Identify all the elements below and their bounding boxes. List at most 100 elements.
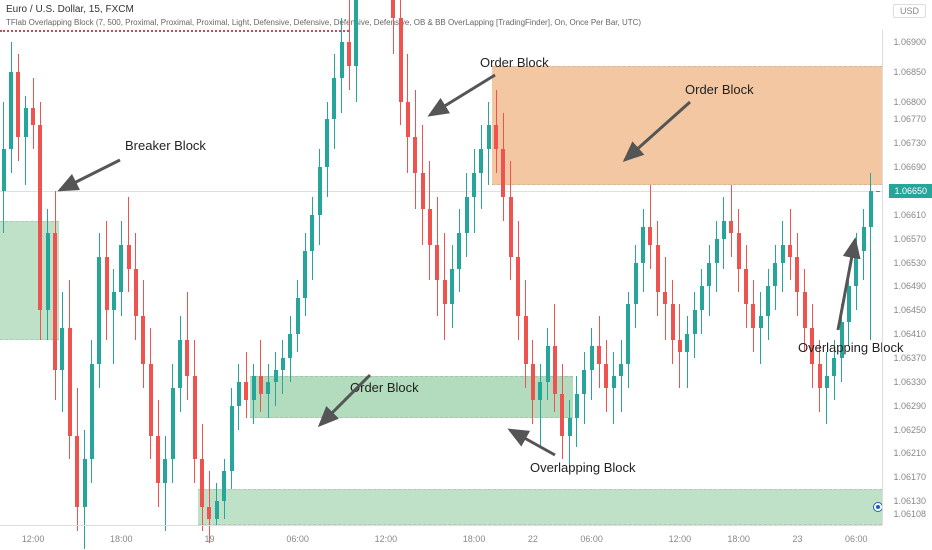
candle-body bbox=[443, 280, 447, 304]
candle-body bbox=[487, 125, 491, 149]
candle-body bbox=[663, 292, 667, 304]
x-tick: 23 bbox=[792, 534, 802, 544]
candle-body bbox=[171, 388, 175, 460]
candle-body bbox=[766, 286, 770, 316]
y-tick: 1.06530 bbox=[893, 258, 926, 268]
candle-body bbox=[612, 376, 616, 388]
y-tick: 1.06690 bbox=[893, 162, 926, 172]
y-tick: 1.06410 bbox=[893, 329, 926, 339]
y-tick: 1.06370 bbox=[893, 353, 926, 363]
candle-body bbox=[244, 382, 248, 400]
candle-body bbox=[759, 316, 763, 328]
candle-body bbox=[818, 364, 822, 388]
candle-wick bbox=[113, 269, 114, 364]
y-tick: 1.06850 bbox=[893, 67, 926, 77]
x-tick: 18:00 bbox=[463, 534, 486, 544]
y-tick: 1.06210 bbox=[893, 448, 926, 458]
candle-body bbox=[788, 245, 792, 257]
y-axis: 1.061081.061301.061701.062101.062501.062… bbox=[882, 30, 932, 525]
y-tick: 1.06800 bbox=[893, 97, 926, 107]
indicator-line: TFlab Overlapping Block (7, 500, Proxima… bbox=[6, 18, 641, 27]
x-tick: 18:00 bbox=[110, 534, 133, 544]
candle-wick bbox=[165, 436, 166, 531]
candle-body bbox=[825, 376, 829, 388]
candle-body bbox=[597, 346, 601, 364]
candle-body bbox=[53, 233, 57, 370]
candle-wick bbox=[540, 364, 541, 447]
arrow-icon bbox=[60, 160, 120, 190]
dotted-indicator-line bbox=[0, 30, 349, 32]
y-tick: 1.06730 bbox=[893, 138, 926, 148]
x-tick: 22 bbox=[528, 534, 538, 544]
y-tick: 1.06170 bbox=[893, 472, 926, 482]
candle-body bbox=[75, 436, 79, 508]
candle-wick bbox=[621, 340, 622, 412]
candle-body bbox=[318, 167, 322, 215]
candle-body bbox=[707, 263, 711, 287]
currency-badge[interactable]: USD bbox=[893, 4, 926, 18]
candle-body bbox=[869, 191, 873, 227]
x-axis: 12:0018:001906:0012:0018:002206:0012:001… bbox=[0, 525, 882, 550]
candle-body bbox=[237, 382, 241, 406]
candle-body bbox=[671, 304, 675, 340]
candle-body bbox=[149, 364, 153, 436]
candle-body bbox=[9, 72, 13, 150]
chart-area[interactable]: Breaker BlockOrder BlockOrder BlockOrder… bbox=[0, 30, 882, 525]
candle-body bbox=[222, 471, 226, 501]
candle-body bbox=[97, 257, 101, 364]
y-tick: 1.06490 bbox=[893, 281, 926, 291]
candle-body bbox=[215, 501, 219, 519]
x-tick: 12:00 bbox=[669, 534, 692, 544]
candle-body bbox=[68, 328, 72, 435]
candle-body bbox=[634, 263, 638, 305]
candle-body bbox=[406, 102, 410, 138]
candle-body bbox=[281, 358, 285, 370]
candle-body bbox=[773, 263, 777, 287]
candle-body bbox=[656, 245, 660, 293]
candle-body bbox=[847, 286, 851, 322]
candle-body bbox=[259, 376, 263, 394]
x-tick: 06:00 bbox=[845, 534, 868, 544]
candle-wick bbox=[760, 292, 761, 364]
candle-body bbox=[38, 125, 42, 310]
candle-body bbox=[2, 149, 6, 191]
annotation-label: Order Block bbox=[685, 82, 754, 97]
candle-body bbox=[347, 42, 351, 66]
candle-body bbox=[737, 233, 741, 269]
candle-body bbox=[685, 334, 689, 352]
arrow-icon bbox=[430, 75, 495, 115]
annotation-label: Order Block bbox=[350, 380, 419, 395]
candle-body bbox=[200, 459, 204, 507]
candle-body bbox=[31, 108, 35, 126]
candle-body bbox=[83, 459, 87, 507]
annotation-label: Overlapping Block bbox=[530, 460, 636, 475]
candle-body bbox=[391, 0, 395, 18]
annotation-label: Order Block bbox=[480, 55, 549, 70]
y-tick: 1.06130 bbox=[893, 496, 926, 506]
candle-body bbox=[24, 108, 28, 138]
candle-body bbox=[626, 304, 630, 364]
candle-body bbox=[641, 227, 645, 263]
x-tick: 19 bbox=[204, 534, 214, 544]
candle-body bbox=[700, 286, 704, 310]
candle-body bbox=[207, 507, 211, 519]
candle-body bbox=[303, 251, 307, 299]
candle-body bbox=[156, 436, 160, 484]
x-tick: 18:00 bbox=[727, 534, 750, 544]
candle-body bbox=[266, 382, 270, 394]
breaker-block-zone bbox=[0, 221, 59, 340]
candle-body bbox=[435, 245, 439, 281]
candle-body bbox=[413, 137, 417, 173]
candle-body bbox=[604, 364, 608, 388]
candle-body bbox=[141, 316, 145, 364]
candle-body bbox=[648, 227, 652, 245]
candle-body bbox=[457, 233, 461, 269]
candle-body bbox=[112, 292, 116, 310]
candle-body bbox=[274, 370, 278, 382]
candle-body bbox=[832, 358, 836, 376]
candle-wick bbox=[826, 352, 827, 424]
candle-body bbox=[332, 78, 336, 120]
candle-body bbox=[582, 370, 586, 394]
candle-wick bbox=[613, 352, 614, 424]
candle-body bbox=[185, 340, 189, 376]
